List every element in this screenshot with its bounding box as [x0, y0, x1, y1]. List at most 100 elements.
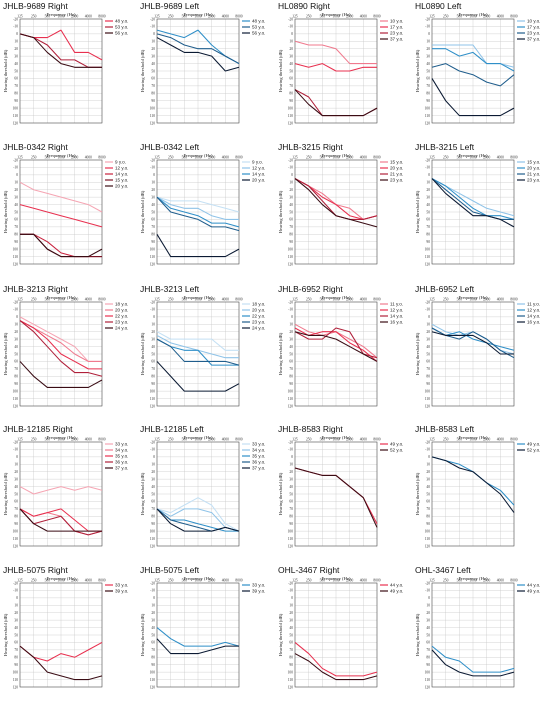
x-tick-label: 250	[306, 579, 312, 583]
y-tick-label: 90	[14, 382, 18, 386]
y-tick-label: 100	[150, 106, 156, 110]
x-tick-label: 125	[154, 438, 160, 442]
legend-entry: 35 y.o.	[252, 454, 265, 459]
x-tick-label: 250	[31, 298, 37, 302]
y-tick-label: 70	[426, 367, 430, 371]
legend-entry: 16 y.o.	[527, 320, 540, 325]
y-tick-label: -20	[425, 300, 430, 304]
audiogram-svg: Frequency (Hz) -20 -10 0 10 20 30 40 50 60 70 80 90 1…	[415, 576, 540, 689]
y-tick-label: -20	[13, 17, 18, 21]
y-tick-label: 70	[151, 507, 155, 511]
y-axis-label: Hearing threshold (dB)	[140, 332, 145, 375]
x-tick-label: 4000	[360, 156, 367, 160]
y-tick-label: 0	[428, 32, 430, 36]
audiogram-panel: OHL-3467 Left Frequency (Hz) -20 -10 0 10 20 30…	[412, 564, 548, 702]
y-tick-label: 100	[288, 529, 294, 533]
y-tick-label: 30	[151, 54, 155, 58]
panel-title: JHLB-5075 Left	[140, 565, 200, 575]
legend-entry: 22 y.o.	[252, 314, 265, 319]
y-tick-label: 80	[289, 92, 293, 96]
legend-entry: 14 y.o.	[527, 314, 540, 319]
legend-entry: 49 y.o.	[390, 442, 403, 447]
x-tick-label: 2000	[208, 438, 215, 442]
legend-entry: 33 y.o.	[252, 583, 265, 588]
y-tick-label: -10	[150, 308, 155, 312]
y-tick-label: 100	[425, 529, 431, 533]
y-tick-label: -20	[150, 300, 155, 304]
legend-entry: 23 y.o.	[252, 320, 265, 325]
y-tick-label: -10	[13, 448, 18, 452]
y-tick-label: 60	[151, 218, 155, 222]
x-tick-label: 1000	[194, 438, 201, 442]
x-tick-label: 8000	[98, 15, 105, 19]
x-axis-label: Frequency (Hz)	[47, 12, 76, 17]
legend-entry: 15 y.o.	[115, 178, 128, 183]
x-tick-label: 2000	[208, 15, 215, 19]
x-tick-label: 250	[31, 438, 37, 442]
y-tick-label: 30	[426, 195, 430, 199]
x-axis-label: Frequency (Hz)	[184, 435, 213, 440]
series-line	[19, 320, 102, 370]
series-line	[294, 331, 378, 362]
y-tick-label: 40	[14, 485, 18, 489]
y-axis-label: Hearing threshold (dB)	[278, 190, 283, 233]
x-tick-label: 2000	[483, 438, 490, 442]
x-tick-label: 125	[17, 438, 23, 442]
x-axis-label: Frequency (Hz)	[322, 435, 351, 440]
panel-title: JHLB-12185 Right	[3, 424, 73, 434]
y-tick-label: 110	[13, 255, 18, 259]
legend-entry: 24 y.o.	[115, 326, 128, 331]
y-tick-label: 90	[14, 663, 18, 667]
legend-entry: 18 y.o.	[252, 302, 265, 307]
y-tick-label: 110	[425, 537, 430, 541]
x-tick-label: 1000	[332, 298, 339, 302]
x-tick-label: 250	[31, 15, 37, 19]
x-tick-label: 1000	[332, 579, 339, 583]
panel-title: HL0890 Left	[415, 1, 462, 11]
y-tick-label: 30	[289, 618, 293, 622]
y-axis-label: Hearing threshold (dB)	[140, 190, 145, 233]
y-tick-label: 10	[289, 40, 293, 44]
audiogram-panel: HL0890 Right Frequency (Hz) -20 -10 0 10 20 30 4…	[275, 0, 411, 138]
audiogram-svg: Frequency (Hz) -20 -10 0 10 20 30 40 50 60 70 80 90 1…	[278, 295, 403, 408]
y-tick-label: 80	[426, 515, 430, 519]
x-tick-label: 1000	[332, 438, 339, 442]
legend-entry: 56 y.o.	[115, 31, 128, 36]
y-tick-label: 70	[151, 225, 155, 229]
y-tick-label: 60	[151, 500, 155, 504]
y-tick-label: 50	[151, 210, 155, 214]
y-tick-label: 10	[289, 323, 293, 327]
x-tick-label: 125	[17, 15, 23, 19]
x-tick-label: 8000	[510, 438, 517, 442]
x-tick-label: 125	[292, 438, 298, 442]
plot-frame	[294, 441, 378, 547]
series-line	[19, 508, 102, 532]
audiogram-svg: Frequency (Hz) -20 -10 0 10 20 30 40 50 60 70 80 90 1…	[278, 153, 403, 266]
legend-entry: 21 y.o.	[527, 172, 540, 177]
x-tick-label: 4000	[360, 579, 367, 583]
y-tick-label: 70	[289, 225, 293, 229]
legend-entry: 44 y.o.	[390, 583, 403, 588]
y-tick-label: 0	[153, 32, 155, 36]
x-tick-label: 2000	[346, 438, 353, 442]
y-tick-label: 100	[13, 529, 19, 533]
y-tick-label: 60	[151, 360, 155, 364]
y-tick-label: 50	[289, 210, 293, 214]
y-tick-label: 90	[426, 240, 430, 244]
y-tick-label: 60	[151, 641, 155, 645]
y-tick-label: 100	[288, 389, 294, 393]
legend-entry: 15 y.o.	[527, 160, 540, 165]
x-tick-label: 125	[17, 298, 23, 302]
panel-title: JHLB-8583 Left	[415, 424, 475, 434]
audiogram-panel: OHL-3467 Right Frequency (Hz) -20 -10 0 10 20 3…	[275, 564, 411, 702]
y-tick-label: 80	[426, 233, 430, 237]
y-tick-label: 70	[426, 84, 430, 88]
y-tick-label: 20	[14, 47, 18, 51]
y-tick-label: -20	[150, 440, 155, 444]
y-tick-label: 60	[289, 360, 293, 364]
legend-entry: 37 y.o.	[115, 466, 128, 471]
plot-frame	[156, 582, 240, 688]
x-tick-label: 2000	[346, 15, 353, 19]
y-tick-label: 120	[150, 262, 156, 266]
x-axis-label: Frequency (Hz)	[322, 153, 351, 158]
